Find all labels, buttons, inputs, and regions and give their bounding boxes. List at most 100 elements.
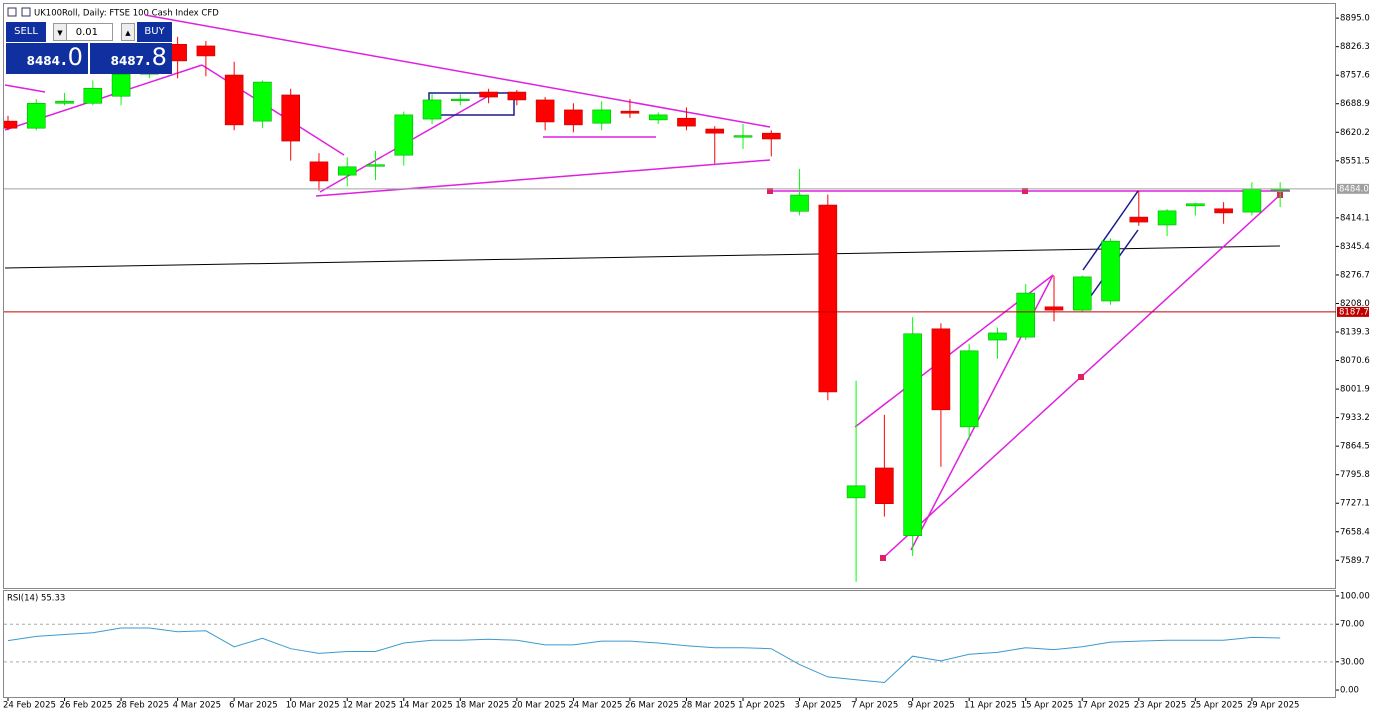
chart-title: UK100Roll, Daily: FTSE 100 Cash Index CF… xyxy=(34,9,219,19)
candle-body xyxy=(1186,203,1205,207)
candle-body xyxy=(592,109,611,124)
rsi-line xyxy=(7,627,1281,684)
y-tick-label: 8620.2 xyxy=(1340,128,1370,138)
x-tick-label: 11 Apr 2025 xyxy=(964,701,1017,711)
x-tick-label: 24 Feb 2025 xyxy=(3,701,56,711)
candle-body xyxy=(309,161,329,182)
indicator-label: RSI(14) 55.33 xyxy=(7,594,65,604)
y-tick-label: 8208.0 xyxy=(1340,299,1370,309)
candle-body xyxy=(1214,208,1233,214)
candle-body xyxy=(790,194,809,212)
y-tick-label: 8001.9 xyxy=(1340,385,1370,395)
candles xyxy=(4,24,1290,582)
bid-big: 8484 xyxy=(26,54,60,68)
x-tick-label: 15 Apr 2025 xyxy=(1021,701,1074,711)
y-tick-label: 0.00 xyxy=(1340,686,1359,696)
x-tick-label: 23 Apr 2025 xyxy=(1134,701,1187,711)
anchor xyxy=(1022,188,1028,194)
candle-body xyxy=(337,166,357,176)
y-tick-label: 100.00 xyxy=(1340,591,1370,601)
ask-small: .8 xyxy=(144,43,167,71)
candle-body xyxy=(1157,210,1177,226)
x-tick-label: 10 Mar 2025 xyxy=(286,701,340,711)
trendline xyxy=(1082,190,1139,271)
price-label-box xyxy=(1337,306,1369,317)
candle-body xyxy=(959,350,979,428)
trendline xyxy=(315,159,771,197)
y-tick-label: 7727.1 xyxy=(1340,499,1370,509)
trendline xyxy=(4,84,46,93)
y-tick-label: 8826.3 xyxy=(1340,42,1370,52)
y-tick-label: 8276.7 xyxy=(1340,270,1370,280)
candle-body xyxy=(818,204,838,393)
lot-up[interactable]: ▲ xyxy=(121,23,135,41)
candle-body xyxy=(535,99,555,123)
candle-body xyxy=(196,45,216,57)
lot-input[interactable]: 0.01 xyxy=(53,23,113,41)
trendline xyxy=(144,14,771,128)
candle-body xyxy=(394,114,414,156)
x-tick-label: 4 Mar 2025 xyxy=(173,701,221,711)
candle-body xyxy=(4,120,18,129)
y-tick-label: 8551.5 xyxy=(1340,156,1370,166)
candle-body xyxy=(620,110,640,114)
anchor xyxy=(880,555,886,561)
x-tick-label: 24 Mar 2025 xyxy=(568,701,622,711)
candle-body xyxy=(761,132,781,140)
candle-body xyxy=(1242,188,1262,213)
candle-body xyxy=(705,128,725,134)
candle-body xyxy=(903,333,922,536)
buy-button[interactable]: BUY xyxy=(137,22,172,42)
x-tick-label: 17 Apr 2025 xyxy=(1077,701,1130,711)
x-tick-label: 20 Mar 2025 xyxy=(512,701,566,711)
y-tick-label: 8414.1 xyxy=(1340,213,1370,223)
candle-body xyxy=(875,467,894,504)
candle-body xyxy=(224,74,244,126)
candle-body xyxy=(83,88,103,104)
x-tick-label: 26 Mar 2025 xyxy=(625,701,679,711)
candle-body xyxy=(846,485,866,499)
ask-big: 8487 xyxy=(110,54,144,68)
candle-body xyxy=(422,99,442,120)
candle-body xyxy=(507,91,527,101)
candle-body xyxy=(1101,240,1120,302)
ask-quote[interactable]: 8487.8 xyxy=(90,43,172,74)
candle-body xyxy=(648,114,668,121)
candle-body xyxy=(26,102,46,129)
candle-body xyxy=(55,100,74,104)
x-tick-label: 26 Feb 2025 xyxy=(60,701,113,711)
price-label: 8187.7 xyxy=(1339,307,1369,317)
x-tick-label: 18 Mar 2025 xyxy=(455,701,509,711)
candle-body xyxy=(253,81,272,122)
candle-body xyxy=(479,91,498,98)
y-tick-label: 7589.7 xyxy=(1340,556,1370,566)
bid-quote[interactable]: 8484.0 xyxy=(6,43,88,74)
candle-body xyxy=(1072,276,1092,311)
plot-frame xyxy=(3,3,1336,589)
candle-body xyxy=(366,164,385,167)
x-tick-label: 12 Mar 2025 xyxy=(342,701,396,711)
candle-body xyxy=(733,135,753,138)
x-tick-label: 25 Apr 2025 xyxy=(1190,701,1243,711)
candle-body xyxy=(931,328,951,411)
y-tick-label: 7795.8 xyxy=(1340,470,1370,480)
y-tick-label: 70.00 xyxy=(1340,620,1364,630)
window-icon xyxy=(21,7,31,17)
y-tick-label: 7864.5 xyxy=(1340,442,1370,452)
price-label-box xyxy=(1337,183,1369,194)
y-tick-label: 7933.2 xyxy=(1340,413,1370,423)
candle-body xyxy=(988,332,1007,341)
y-tick-label: 8895.0 xyxy=(1340,14,1370,24)
y-tick-label: 8688.9 xyxy=(1340,99,1370,109)
sell-button[interactable]: SELL xyxy=(6,22,46,42)
x-tick-label: 7 Apr 2025 xyxy=(851,701,898,711)
candle-body xyxy=(111,73,131,97)
candle-body xyxy=(677,117,696,127)
candle-body xyxy=(1129,216,1149,223)
x-tick-label: 29 Apr 2025 xyxy=(1247,701,1300,711)
y-tick-label: 7658.4 xyxy=(1340,527,1370,537)
bid-small: .0 xyxy=(60,43,83,71)
x-tick-label: 1 Apr 2025 xyxy=(738,701,785,711)
